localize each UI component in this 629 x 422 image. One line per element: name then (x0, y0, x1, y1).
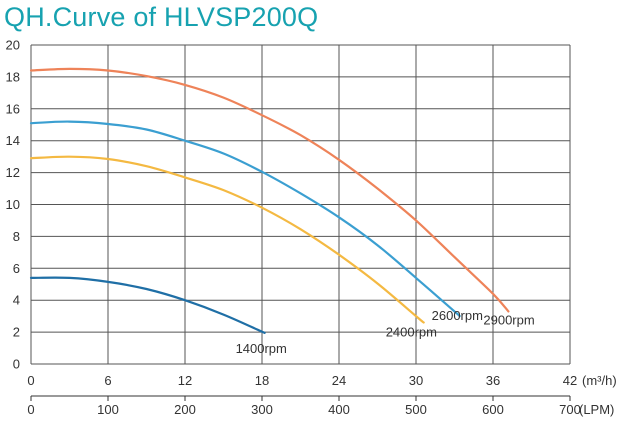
y-tick-label: 4 (13, 293, 20, 308)
x2-tick-label: 0 (27, 402, 34, 417)
x-tick-label: 36 (486, 373, 500, 388)
series-label-2400rpm: 2400rpm (386, 325, 437, 340)
y-tick-label: 12 (6, 165, 20, 180)
series-line-2900rpm (29, 67, 510, 313)
series-line-1400rpm (29, 276, 266, 334)
y-tick-label: 16 (6, 101, 20, 116)
y-tick-label: 6 (13, 261, 20, 276)
x2-tick-label: 400 (328, 402, 350, 417)
y-tick-label: 20 (6, 38, 20, 53)
series-label-2600rpm: 2600rpm (432, 308, 483, 323)
series-label-2900rpm: 2900rpm (483, 312, 534, 327)
y-tick-label: 14 (6, 133, 20, 148)
curve-series (29, 67, 510, 334)
y-tick-label: 10 (6, 197, 20, 212)
x-tick-label: 12 (178, 373, 192, 388)
x2-tick-label: 300 (251, 402, 273, 417)
x-tick-label: 18 (255, 373, 269, 388)
grid-lines (30, 44, 571, 401)
x-unit-label: (m³/h) (582, 373, 617, 388)
x2-tick-label: 200 (174, 402, 196, 417)
y-tick-label: 18 (6, 69, 20, 84)
y-tick-label: 2 (13, 325, 20, 340)
y-tick-label: 0 (13, 357, 20, 372)
series-label-1400rpm: 1400rpm (236, 341, 287, 356)
x2-tick-label: 700 (559, 402, 581, 417)
x2-tick-label: 100 (97, 402, 119, 417)
y-tick-label: 8 (13, 229, 20, 244)
x-tick-label: 6 (104, 373, 111, 388)
x2-unit-label: (LPM) (579, 402, 614, 417)
x2-tick-label: 600 (482, 402, 504, 417)
chart-title: QH.Curve of HLVSP200Q (4, 2, 319, 32)
x2-tick-label: 500 (405, 402, 427, 417)
x-tick-label: 42 (563, 373, 577, 388)
series-line-2400rpm (29, 155, 425, 324)
x-tick-label: 30 (409, 373, 423, 388)
x-tick-label: 24 (332, 373, 346, 388)
x-tick-label: 0 (27, 373, 34, 388)
series-line-2600rpm (29, 120, 461, 318)
